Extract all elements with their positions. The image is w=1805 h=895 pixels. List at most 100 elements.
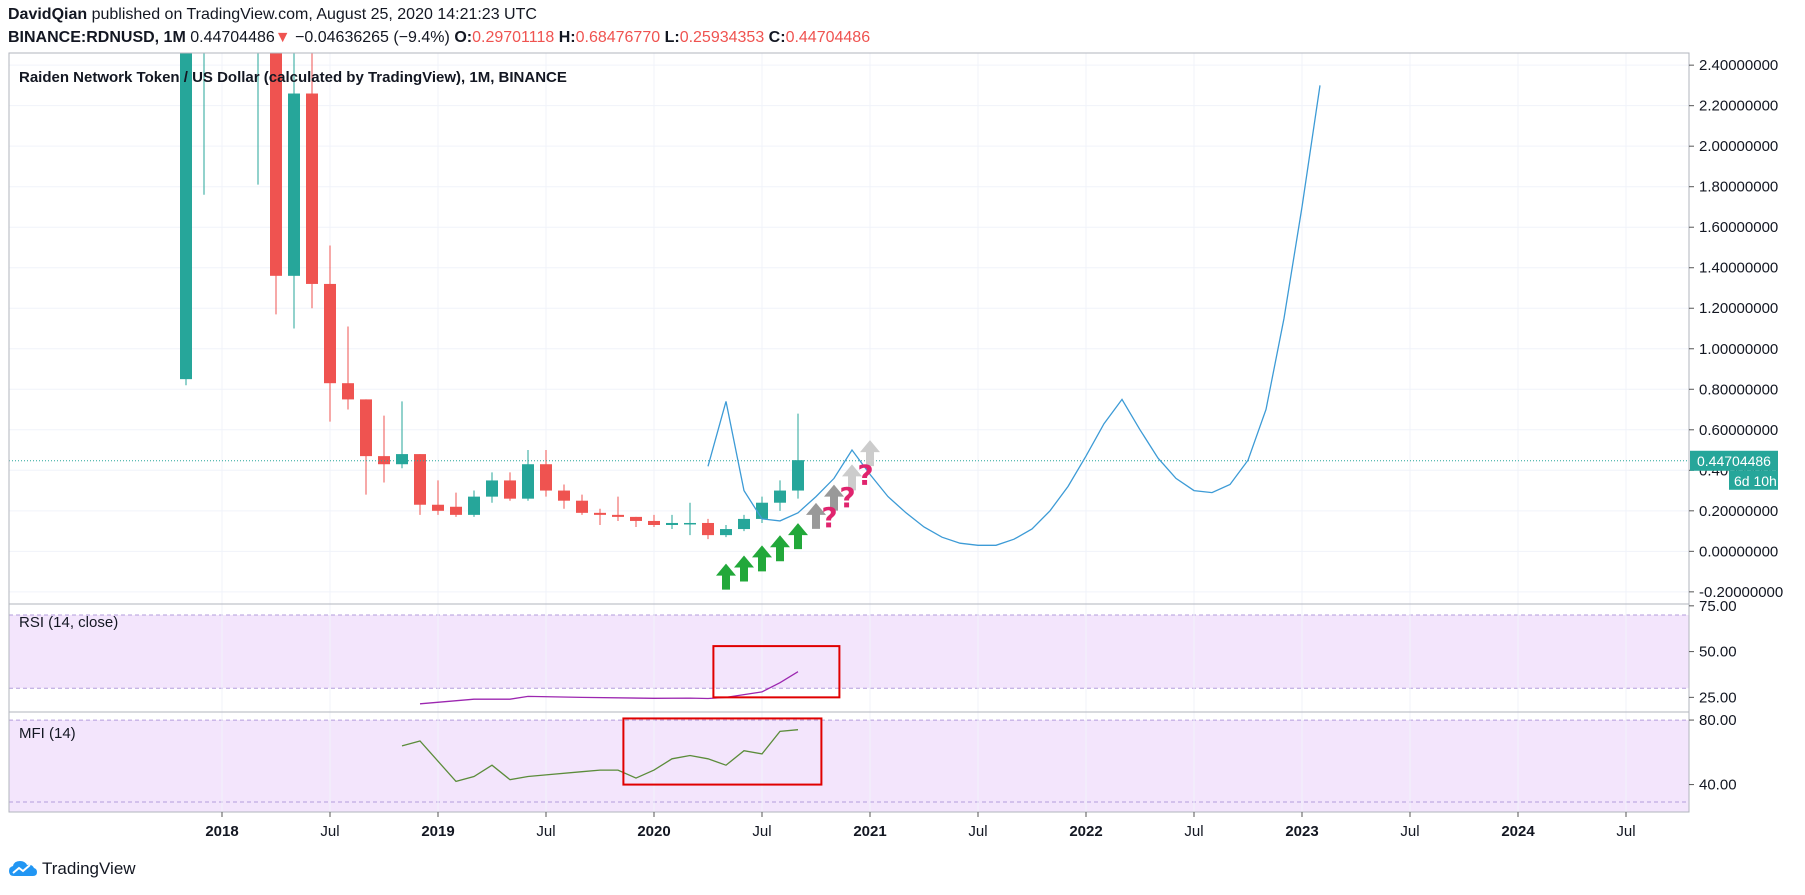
- x-tick-label: 2021: [853, 823, 886, 840]
- light-up-arrow-icon: [860, 440, 880, 467]
- countdown-badge: [1729, 470, 1778, 490]
- chart-title: Raiden Network Token / US Dollar (calcul…: [19, 69, 567, 86]
- countdown-label: 6d 10h: [1734, 473, 1777, 489]
- x-tick-label: 2020: [637, 823, 670, 840]
- chart-area[interactable]: ??? 2.40000000 2.20000000 2.00000000 1.8000…: [0, 0, 1805, 850]
- mfi-band: [9, 720, 1689, 812]
- green-up-arrow-icon: [752, 545, 772, 572]
- symbol-info-bar: BINANCE:RDNUSD, 1M 0.44704486▼ −0.046362…: [8, 29, 870, 47]
- y-tick-label: 50.00: [1699, 644, 1737, 661]
- y-tick-label: 1.80000000: [1699, 179, 1778, 196]
- x-tick-label: 2019: [421, 823, 454, 840]
- green-up-arrow-icon: [734, 555, 754, 582]
- rsi-highlight-box: [712, 645, 841, 699]
- x-tick-label: 2018: [205, 823, 238, 840]
- y-tick-label: 1.20000000: [1699, 300, 1778, 317]
- down-arrow-icon: ▼: [274, 29, 291, 46]
- open-value: 0.29701118: [472, 29, 555, 46]
- candle-body: [450, 506, 462, 515]
- candle-body: [504, 480, 516, 499]
- x-tick-label: Jul: [320, 823, 339, 840]
- x-tick-label: Jul: [1616, 823, 1635, 840]
- x-tick-label: Jul: [536, 823, 555, 840]
- symbol-label: BINANCE:RDNUSD, 1M: [8, 29, 186, 46]
- rsi-line: [419, 671, 799, 705]
- candle-body: [252, 25, 264, 27]
- question-mark-icon: ?: [839, 481, 855, 514]
- publish-info: DavidQian published on TradingView.com, …: [8, 6, 537, 24]
- candle-body: [288, 93, 300, 276]
- open-label: O:: [454, 29, 473, 46]
- y-tick-label: -0.20000000: [1699, 584, 1783, 601]
- candle-body: [486, 480, 498, 497]
- candle-body: [666, 522, 678, 525]
- x-tick-label: Jul: [1400, 823, 1419, 840]
- y-tick-label: 2.40000000: [1699, 57, 1778, 74]
- y-tick-label: 0.00000000: [1699, 543, 1778, 560]
- mfi-highlight-box: [622, 717, 823, 786]
- candle-body: [306, 93, 318, 284]
- candle-body: [594, 512, 606, 515]
- cloud-logo-icon: [9, 861, 37, 876]
- candle-body: [558, 490, 570, 501]
- y-tick-label: 1.40000000: [1699, 260, 1778, 277]
- x-tick-label: Jul: [752, 823, 771, 840]
- high-label: H:: [558, 29, 576, 46]
- published-text: published on TradingView.com, August 25,…: [91, 6, 537, 23]
- candle-body: [720, 529, 732, 536]
- candle-body: [684, 522, 696, 525]
- green-up-arrow-icon: [716, 563, 736, 590]
- last-price: 0.44704486: [190, 29, 275, 46]
- y-tick-label: 2.20000000: [1699, 98, 1778, 115]
- candle-body: [432, 504, 444, 511]
- y-tick-label: 2.00000000: [1699, 138, 1778, 155]
- candle-body: [702, 522, 714, 536]
- brand-name: TradingView: [42, 859, 136, 878]
- candle-body: [576, 500, 588, 513]
- current-price-badge: [1690, 450, 1778, 471]
- candle-body: [342, 383, 354, 400]
- rsi-title: RSI (14, close): [19, 614, 118, 631]
- green-up-arrow-icon: [770, 535, 790, 562]
- candle-body: [540, 464, 552, 491]
- candle-body: [378, 456, 390, 465]
- low-value: 0.25934353: [679, 29, 765, 46]
- candle-body: [414, 454, 426, 505]
- candle-body: [360, 399, 372, 457]
- x-tick-label: Jul: [1184, 823, 1203, 840]
- y-tick-label: 1.00000000: [1699, 341, 1778, 358]
- candle-body: [468, 496, 480, 515]
- gray-up-arrow-icon: [824, 484, 844, 511]
- mfi-line: [401, 729, 799, 783]
- current-price-label: 0.44704486: [1697, 453, 1771, 469]
- y-tick-label: 1.60000000: [1699, 219, 1778, 236]
- y-tick-label: 0.60000000: [1699, 422, 1778, 439]
- author-name[interactable]: DavidQian: [8, 6, 88, 23]
- candle-body: [324, 283, 336, 384]
- close-value: 0.44704486: [785, 29, 871, 46]
- y-tick-label: 0.20000000: [1699, 503, 1778, 520]
- candle-body: [522, 464, 534, 499]
- question-mark-icon: ?: [857, 458, 873, 491]
- high-value: 0.68476770: [575, 29, 661, 46]
- x-tick-label: 2022: [1069, 823, 1102, 840]
- candle-body: [612, 514, 624, 517]
- price-change: −0.04636265 (−9.4%): [295, 29, 450, 46]
- gray-up-arrow-icon: [806, 502, 826, 529]
- candle-body: [756, 502, 768, 519]
- y-tick-label: 25.00: [1699, 689, 1737, 706]
- tradingview-branding[interactable]: TradingView: [8, 859, 136, 879]
- candle-body: [648, 520, 660, 525]
- x-tick-label: Jul: [968, 823, 987, 840]
- y-tick-label: 80.00: [1699, 712, 1737, 729]
- light-up-arrow-icon: [842, 464, 862, 491]
- question-mark-icon: ?: [821, 501, 837, 534]
- y-tick-label: 75.00: [1699, 598, 1737, 615]
- candle-body: [270, 53, 282, 276]
- projection-curve: [707, 85, 1321, 546]
- candle-body: [792, 460, 804, 491]
- rsi-band: [9, 614, 1689, 689]
- candle-body: [396, 454, 408, 465]
- candle-body: [180, 53, 192, 380]
- mfi-title: MFI (14): [19, 725, 76, 742]
